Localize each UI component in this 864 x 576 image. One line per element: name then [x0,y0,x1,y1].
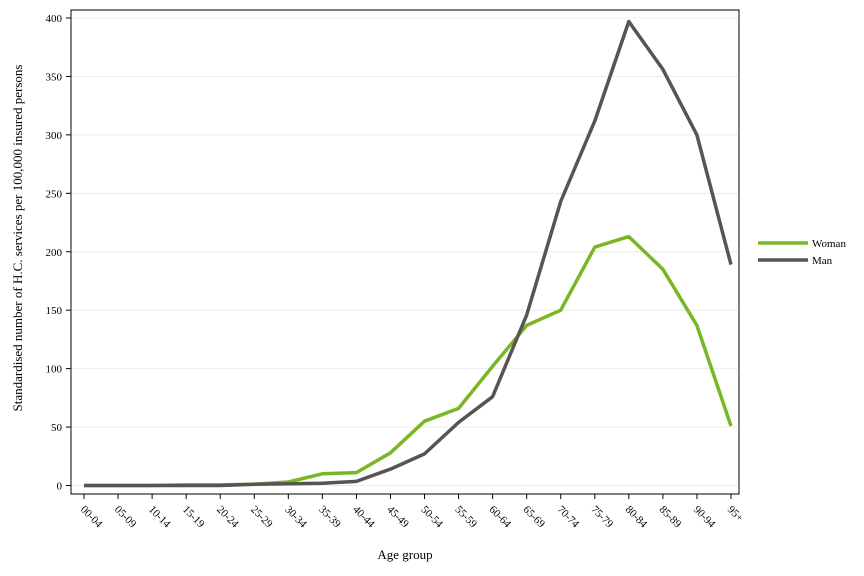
x-tick-label: 15-19 [180,504,207,531]
series-lines [83,19,733,488]
x-tick-label: 25-29 [248,504,275,531]
x-tick-label: 95+ [725,504,746,525]
x-axis: 00-04 05-09 10-14 15-19 20-24 25-29 30-34 35-39… [78,494,746,531]
x-tick-label: 75-79 [589,504,616,531]
x-tick-label: 70-74 [555,504,582,531]
y-tick-label: 100 [46,364,63,376]
y-tick-label: 50 [51,422,63,434]
x-axis-title: Age group [377,547,432,562]
legend-label-man: Man [812,255,833,267]
x-tick-label: 80-84 [623,504,650,531]
x-tick-label: 35-39 [316,504,343,531]
x-tick-label: 30-34 [282,504,309,531]
x-tick-label: 10-14 [146,504,173,531]
x-tick-label: 90-94 [691,504,718,531]
y-axis-title: Standardised number of H.C. services per… [10,65,25,412]
x-tick-label: 40-44 [350,504,377,531]
x-tick-label: 65-69 [521,504,548,531]
x-tick-label: 20-24 [214,504,241,531]
y-tick-label: 300 [46,130,63,142]
x-tick-label: 85-89 [657,504,684,531]
y-tick-label: 250 [46,188,63,200]
legend-label-woman: Woman [812,238,846,250]
y-tick-label: 0 [57,481,63,493]
x-tick-label: 60-64 [487,504,514,531]
y-tick-label: 150 [46,305,63,317]
x-tick-label: 05-09 [112,504,139,531]
y-tick-label: 200 [46,247,63,259]
x-tick-label: 45-49 [384,504,411,531]
x-tick-label: 55-59 [452,504,479,531]
x-tick-label: 00-04 [78,504,105,531]
series-line-man [84,19,733,488]
y-tick-label: 350 [46,71,63,83]
x-tick-label: 50-54 [418,504,445,531]
y-tick-label: 400 [46,13,63,25]
y-axis: 0 50 100 150 200 250 300 350 400 [46,13,71,493]
legend: Woman Man [758,238,846,267]
